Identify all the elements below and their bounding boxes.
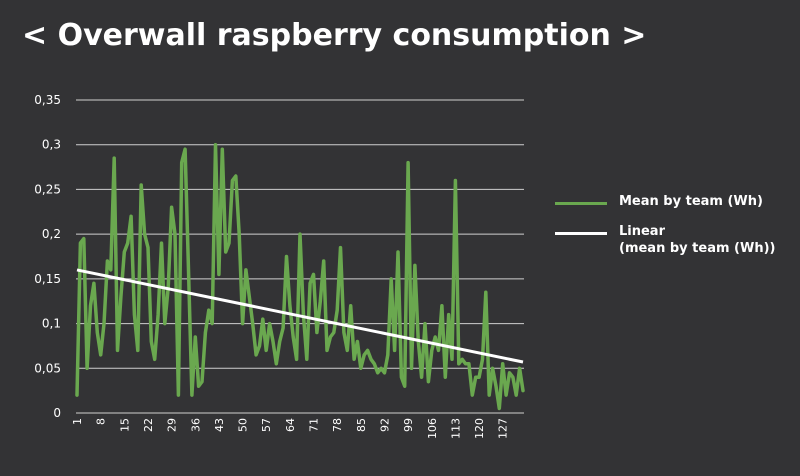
y-tick-label: 0,15: [34, 272, 61, 286]
legend-swatch-mean: [555, 202, 607, 205]
x-tick-label: 64: [284, 418, 297, 432]
legend-label-linear-line: (mean by team (Wh)): [619, 241, 776, 256]
series-line-mean: [75, 142, 525, 411]
y-tick-label: 0,2: [42, 227, 61, 241]
x-tick-label: 106: [426, 418, 439, 439]
series-line-linear-trend: [76, 268, 524, 364]
x-tick-label: 36: [189, 418, 202, 432]
legend-swatch-linear: [555, 232, 607, 235]
legend-label-linear-line: Linear: [619, 224, 665, 239]
y-tick-label: 0,1: [42, 317, 61, 331]
x-tick-label: 50: [237, 418, 250, 432]
x-tick-label: 71: [308, 418, 321, 432]
x-tick-label: 22: [142, 418, 155, 432]
y-tick-label: 0,05: [34, 361, 61, 375]
legend-label-mean: Mean by team (Wh): [619, 194, 763, 209]
x-tick-label: 43: [213, 418, 226, 432]
x-tick-label: 15: [118, 418, 131, 432]
y-tick-label: 0,35: [34, 93, 61, 107]
x-tick-label: 8: [95, 418, 108, 425]
x-tick-label: 85: [355, 418, 368, 432]
x-tick-label: 127: [497, 418, 510, 439]
y-tick-label: 0,25: [34, 182, 61, 196]
legend-item-mean: Mean by team (Wh): [555, 193, 763, 210]
x-tick-label: 78: [331, 418, 344, 432]
x-tick-label: 113: [449, 418, 462, 439]
x-tick-label: 92: [378, 418, 391, 432]
legend-label-linear: Linear (mean by team (Wh)): [619, 223, 775, 257]
x-tick-label: 1: [71, 418, 84, 425]
y-tick-label: 0,3: [42, 138, 61, 152]
legend-item-linear: Linear (mean by team (Wh)): [555, 223, 775, 257]
x-tick-label: 29: [166, 418, 179, 432]
x-tick-label: 99: [402, 418, 415, 432]
y-tick-label: 0: [53, 406, 61, 420]
x-tick-label: 57: [260, 418, 273, 432]
chart-title: < Overwall raspberry consumption >: [22, 18, 647, 53]
x-tick-label: 120: [473, 418, 486, 439]
